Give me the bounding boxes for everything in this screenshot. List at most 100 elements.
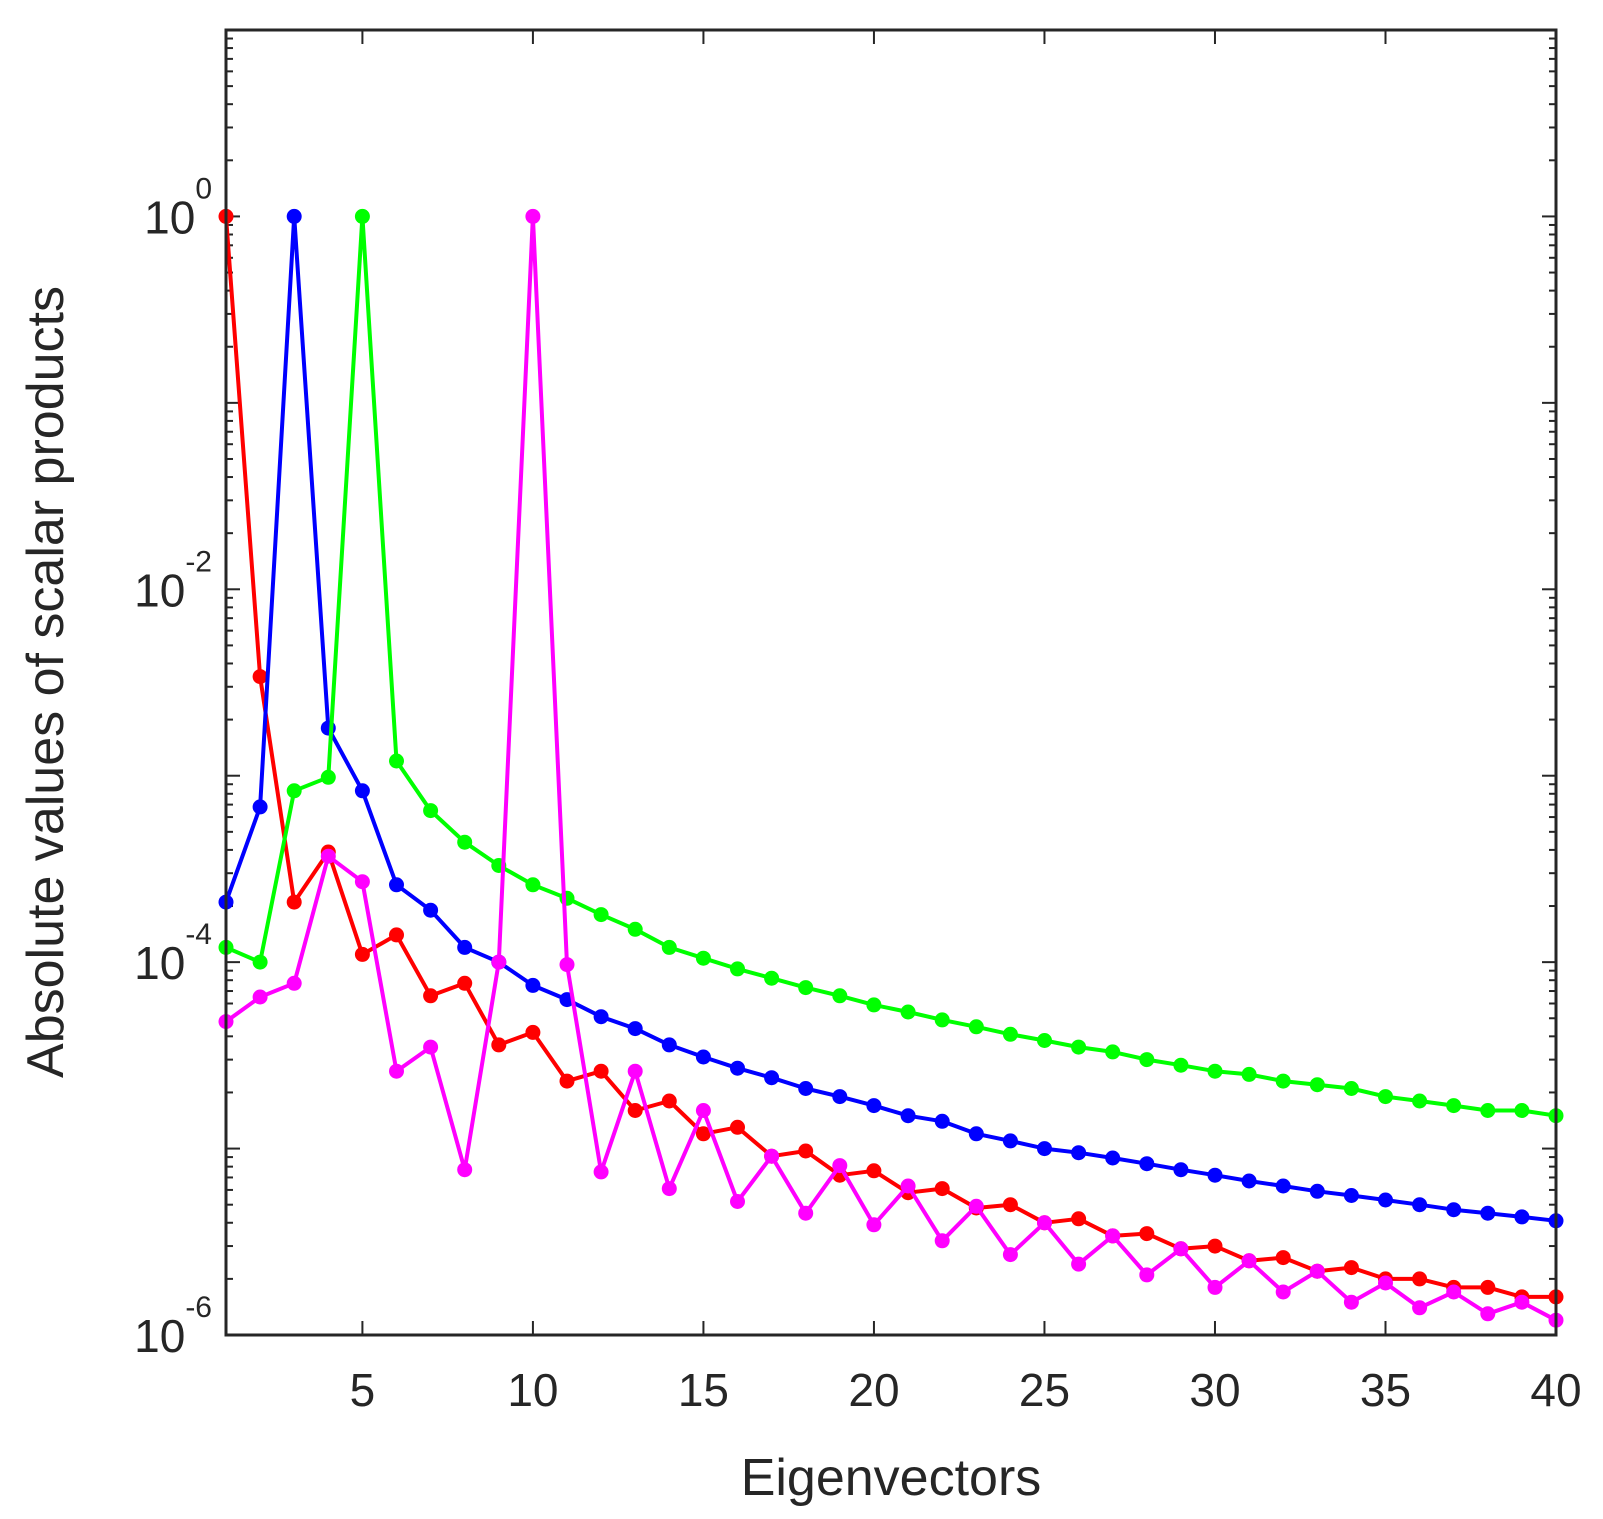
series-magenta-point (1480, 1306, 1496, 1322)
series-magenta-point (695, 1103, 711, 1118)
series-magenta-point (559, 957, 575, 973)
series-blue-point (832, 1089, 848, 1105)
series-green-point (695, 950, 711, 966)
series-blue (218, 208, 1564, 1229)
series-magenta-point (252, 989, 268, 1005)
series-blue-point (798, 1081, 814, 1096)
series-green-point (1207, 1063, 1223, 1079)
series-magenta-point (457, 1162, 473, 1178)
series-green-point (968, 1019, 984, 1035)
series-green-point (320, 769, 336, 785)
y-tick-label: -210 (134, 545, 212, 616)
series-green-point (627, 921, 643, 937)
series-magenta-point (423, 1039, 439, 1055)
x-tick-label: 5 (350, 1364, 376, 1416)
series-green-point (252, 954, 268, 970)
series-magenta-point (1343, 1294, 1359, 1310)
series-red-point (1071, 1211, 1087, 1227)
series-blue-point (627, 1021, 643, 1037)
series-green-point (832, 988, 848, 1004)
series-blue-point (1071, 1145, 1087, 1161)
series-blue-point (1173, 1162, 1189, 1178)
series-magenta-point (286, 975, 302, 991)
series-blue-point (900, 1108, 916, 1124)
series-green-point (798, 980, 814, 996)
series-green-point (1105, 1044, 1121, 1060)
series-blue-point (423, 902, 439, 918)
series-red-point (525, 1024, 541, 1040)
series-green-point (389, 753, 404, 769)
y-tick-exponent: 0 (195, 172, 212, 205)
series-blue-point (593, 1009, 609, 1025)
series-blue-line (224, 214, 1557, 1223)
series-red-point (559, 1073, 575, 1089)
series-magenta-point (900, 1178, 916, 1194)
series-blue-point (457, 939, 473, 955)
series-green-point (1309, 1077, 1325, 1093)
y-tick-label: -610 (134, 1291, 212, 1362)
series-green-line (225, 214, 1557, 1118)
series-magenta-point (661, 1181, 677, 1197)
series-magenta-point (1309, 1263, 1325, 1279)
series-green-point (354, 208, 370, 224)
series-red-point (286, 894, 302, 910)
series-green-point (934, 1012, 950, 1028)
y-tick-base: 10 (144, 191, 195, 243)
series-green-point (423, 803, 439, 819)
series-magenta-point (1207, 1279, 1223, 1295)
series-green-point (593, 907, 609, 923)
series-blue-point (1037, 1141, 1052, 1157)
series-magenta-point (1446, 1284, 1462, 1300)
series-layer (218, 208, 1564, 1328)
series-red-point (389, 927, 404, 943)
series-green-point (457, 834, 473, 850)
series-red-point (866, 1163, 882, 1179)
series-magenta-line (224, 214, 1557, 1322)
series-magenta-point (1241, 1253, 1257, 1269)
series-green-point (1139, 1052, 1155, 1068)
y-axis-title: Absolute values of scalar products (17, 286, 75, 1078)
series-magenta-point (764, 1148, 780, 1164)
series-magenta-point (1139, 1267, 1155, 1283)
series-magenta-point (798, 1205, 814, 1221)
series-red-point (491, 1037, 507, 1053)
x-tick-label: 35 (1360, 1364, 1411, 1416)
series-green-point (1514, 1103, 1530, 1118)
y-tick-label: -410 (134, 918, 212, 989)
series-magenta-point (1514, 1294, 1530, 1310)
series-magenta (218, 208, 1564, 1328)
series-green-point (1241, 1066, 1257, 1082)
series-blue-point (525, 977, 541, 993)
series-red-point (730, 1119, 745, 1135)
y-tick-exponent: -2 (185, 545, 212, 578)
series-blue-point (1378, 1192, 1393, 1208)
y-tick-base: 10 (134, 564, 185, 616)
series-blue-point (286, 208, 302, 224)
series-green-point (900, 1004, 916, 1020)
series-blue-point (1514, 1209, 1530, 1225)
series-blue-point (866, 1098, 882, 1114)
series-blue-point (1105, 1150, 1121, 1166)
series-red-point (695, 1126, 711, 1142)
series-green-point (1480, 1103, 1496, 1118)
series-magenta-point (491, 954, 507, 970)
series-magenta-point (1037, 1215, 1052, 1231)
series-red-point (1207, 1238, 1223, 1254)
series-blue-point (1480, 1205, 1496, 1221)
series-green-point (866, 997, 882, 1013)
series-magenta-point (1105, 1228, 1121, 1244)
series-magenta-point (730, 1194, 745, 1209)
x-tick-label: 10 (507, 1364, 558, 1416)
series-red-point (457, 975, 473, 991)
series-red (218, 208, 1564, 1305)
series-blue-point (1343, 1188, 1359, 1203)
series-blue-point (764, 1070, 780, 1086)
series-magenta-point (934, 1233, 950, 1249)
series-green-point (661, 939, 677, 955)
series-magenta-point (354, 874, 370, 890)
series-magenta-point (866, 1217, 882, 1233)
series-green-point (1378, 1089, 1393, 1105)
series-red-point (1002, 1197, 1018, 1213)
series-magenta-point (1002, 1247, 1018, 1263)
